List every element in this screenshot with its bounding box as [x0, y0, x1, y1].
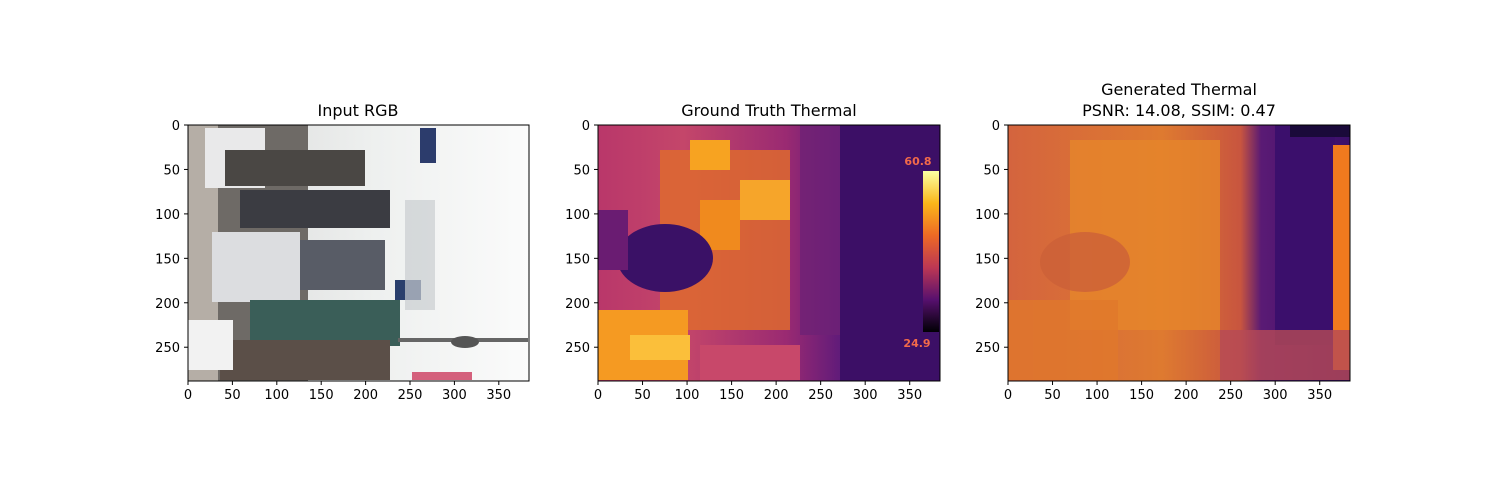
x-tick-label: 300	[442, 388, 467, 403]
y-tick-label: 0	[582, 119, 590, 134]
y-tick-label: 150	[565, 252, 590, 267]
y-axis: 0 50 100 150 200 250	[975, 119, 1008, 356]
x-tick-label: 0	[184, 388, 192, 403]
y-tick-label: 150	[155, 252, 180, 267]
x-axis: 0 50 100 150 200 250 300 350	[594, 381, 922, 403]
x-tick-label: 100	[1085, 388, 1110, 403]
colorbar-max-label: 60.8	[904, 155, 931, 168]
y-tick-label: 50	[573, 163, 590, 178]
panel-generated-thermal: Generated Thermal PSNR: 14.08, SSIM: 0.4…	[975, 80, 1351, 403]
y-tick-label: 200	[565, 297, 590, 312]
x-tick-label: 250	[398, 388, 423, 403]
x-axis: 0 50 100 150 200 250 300 350	[184, 381, 511, 403]
x-tick-label: 150	[719, 388, 744, 403]
x-tick-label: 0	[1004, 388, 1012, 403]
x-tick-label: 150	[1129, 388, 1154, 403]
panel-ground-truth-thermal: Ground Truth Thermal 60.8 24.9 0 50 100 150…	[565, 101, 941, 403]
y-tick-label: 50	[163, 163, 180, 178]
panel-input-rgb: Input RGB 0 50 100 150 200 250 0 50 100 150 200 25…	[155, 101, 530, 403]
y-axis: 0 50 100 150 200 250	[155, 119, 188, 356]
x-tick-label: 250	[808, 388, 833, 403]
axes-frame	[187, 124, 530, 382]
x-tick-label: 200	[1174, 388, 1199, 403]
panel-title: Input RGB	[317, 101, 398, 120]
y-tick-label: 0	[992, 119, 1000, 134]
y-tick-label: 200	[975, 297, 1000, 312]
x-tick-label: 350	[1307, 388, 1332, 403]
panel-metrics: PSNR: 14.08, SSIM: 0.47	[1082, 101, 1276, 120]
x-tick-label: 200	[764, 388, 789, 403]
y-tick-label: 250	[975, 341, 1000, 356]
y-axis: 0 50 100 150 200 250	[565, 119, 598, 356]
x-tick-label: 50	[224, 388, 241, 403]
x-tick-label: 50	[634, 388, 651, 403]
x-tick-label: 150	[309, 388, 334, 403]
x-tick-label: 100	[675, 388, 700, 403]
y-tick-label: 250	[565, 341, 590, 356]
panel-title: Generated Thermal	[1101, 80, 1257, 99]
y-tick-label: 200	[155, 297, 180, 312]
x-axis: 0 50 100 150 200 250 300 350	[1004, 381, 1332, 403]
embedded-colorbar: 60.8 24.9	[903, 155, 939, 350]
x-tick-label: 0	[594, 388, 602, 403]
x-tick-label: 350	[486, 388, 511, 403]
x-tick-label: 250	[1218, 388, 1243, 403]
x-tick-label: 50	[1044, 388, 1061, 403]
y-tick-label: 100	[565, 208, 590, 223]
y-tick-label: 100	[975, 208, 1000, 223]
y-tick-label: 50	[983, 163, 1000, 178]
panel-title: Ground Truth Thermal	[681, 101, 856, 120]
y-tick-label: 0	[172, 119, 180, 134]
y-tick-label: 250	[155, 341, 180, 356]
axes-frame	[597, 124, 941, 382]
thermal-image	[1008, 125, 1350, 381]
rgb-image	[188, 125, 529, 381]
x-tick-label: 100	[264, 388, 289, 403]
x-tick-label: 200	[353, 388, 378, 403]
y-tick-label: 100	[155, 208, 180, 223]
x-tick-label: 300	[1263, 388, 1288, 403]
x-tick-label: 350	[897, 388, 922, 403]
axes-frame	[1007, 124, 1351, 382]
thermal-image	[598, 125, 940, 381]
x-tick-label: 300	[853, 388, 878, 403]
y-tick-label: 150	[975, 252, 1000, 267]
colorbar-min-label: 24.9	[903, 337, 930, 350]
